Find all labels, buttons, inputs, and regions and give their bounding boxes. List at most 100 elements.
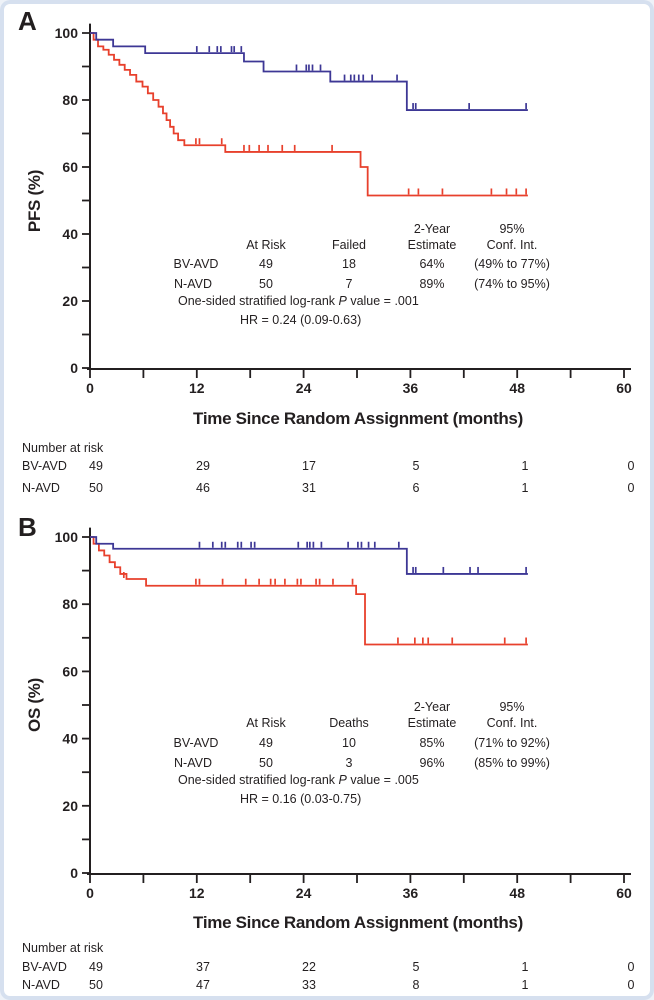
y-tick-label: 20 — [62, 293, 78, 309]
ci-value: (71% to 92%) — [474, 736, 550, 750]
y-tick-label: 0 — [70, 865, 78, 881]
ci-value: (74% to 95%) — [474, 277, 550, 291]
panel-b-number-at-risk: Number at risk BV-AVD 49 37 22 5 1 0 N-AVD 50 47 3… — [22, 941, 635, 992]
log-rank-p-line: One-sided stratified log-rank P value = … — [178, 773, 419, 787]
panel-a: A PFS (%) Time Since Random Assignment (… — [18, 6, 635, 495]
x-tick-label: 12 — [189, 380, 205, 396]
row-label: BV-AVD — [174, 736, 219, 750]
y-tick-label: 40 — [62, 226, 78, 242]
risk-count: 47 — [196, 978, 210, 992]
row-label: N-AVD — [174, 756, 212, 770]
x-tick-label: 36 — [403, 380, 419, 396]
risk-row-label: BV-AVD — [22, 960, 67, 974]
risk-row-label: N-AVD — [22, 481, 60, 495]
x-tick-label: 60 — [616, 885, 632, 901]
stats-row-n-avd: N-AVD 50 7 89% (74% to 95%) — [174, 277, 550, 291]
hazard-ratio-line: HR = 0.24 (0.09-0.63) — [240, 313, 361, 327]
risk-count: 22 — [302, 960, 316, 974]
estimate-value: 85% — [419, 736, 444, 750]
number-at-risk-rows: BV-AVD 49 29 17 5 1 0 N-AVD 50 46 31 6 1 0 — [22, 459, 635, 495]
log-rank-p-line: One-sided stratified log-rank P value = … — [178, 294, 419, 308]
row-label: BV-AVD — [174, 257, 219, 271]
col-header-ci: Conf. Int. — [487, 238, 538, 252]
panel-a-y-axis-title: PFS (%) — [25, 170, 44, 232]
panel-b-stats-table: 2-Year 95% At Risk Deaths Estimate Conf.… — [174, 700, 550, 806]
panel-b: B OS (%) Time Since Random Assignment (m… — [18, 512, 635, 992]
x-tick-label: 60 — [616, 380, 632, 396]
stats-row-n-avd: N-AVD 50 3 96% (85% to 99%) — [174, 756, 550, 770]
x-tick-label: 24 — [296, 380, 312, 396]
risk-count: 0 — [628, 978, 635, 992]
at-risk-value: 49 — [259, 736, 273, 750]
events-value: 7 — [346, 277, 353, 291]
ci-value: (85% to 99%) — [474, 756, 550, 770]
x-tick-label: 0 — [86, 885, 94, 901]
risk-count: 46 — [196, 481, 210, 495]
y-tick-label: 60 — [62, 159, 78, 175]
col-header-estimate: Estimate — [408, 716, 457, 730]
km-curve-n-avd — [90, 536, 528, 575]
y-tick-label: 40 — [62, 731, 78, 747]
risk-count: 0 — [628, 459, 635, 473]
x-tick-label: 48 — [509, 885, 525, 901]
risk-count: 1 — [522, 459, 529, 473]
stats-row-bv-avd: BV-AVD 49 10 85% (71% to 92%) — [174, 736, 550, 750]
x-tick-label: 0 — [86, 380, 94, 396]
hazard-ratio-line: HR = 0.16 (0.03-0.75) — [240, 792, 361, 806]
risk-count: 37 — [196, 960, 210, 974]
panel-b-x-axis-title: Time Since Random Assignment (months) — [193, 913, 523, 932]
risk-count: 0 — [628, 481, 635, 495]
panel-a-stats-table: 2-Year 95% At Risk Failed Estimate Conf.… — [174, 222, 550, 327]
risk-count: 6 — [413, 481, 420, 495]
risk-count: 49 — [89, 459, 103, 473]
panel-a-label: A — [18, 6, 37, 36]
y-tick-label: 0 — [70, 360, 78, 376]
estimate-value: 89% — [419, 277, 444, 291]
risk-count: 17 — [302, 459, 316, 473]
at-risk-value: 50 — [259, 277, 273, 291]
risk-count: 33 — [302, 978, 316, 992]
events-value: 3 — [346, 756, 353, 770]
col-header-events: Failed — [332, 238, 366, 252]
y-tick-label: 100 — [55, 25, 79, 41]
risk-count: 50 — [89, 481, 103, 495]
risk-count: 1 — [522, 960, 529, 974]
at-risk-value: 50 — [259, 756, 273, 770]
col-header-events: Deaths — [329, 716, 369, 730]
number-at-risk-title: Number at risk — [22, 941, 104, 955]
panel-b-y-axis-title: OS (%) — [25, 678, 44, 732]
col-header-ci: Conf. Int. — [487, 716, 538, 730]
risk-row-label: N-AVD — [22, 978, 60, 992]
y-tick-label: 80 — [62, 596, 78, 612]
ci-value: (49% to 77%) — [474, 257, 550, 271]
estimate-value: 96% — [419, 756, 444, 770]
x-tick-label: 24 — [296, 885, 312, 901]
risk-count: 1 — [522, 978, 529, 992]
x-tick-label: 12 — [189, 885, 205, 901]
risk-count: 5 — [413, 960, 420, 974]
x-tick-label: 48 — [509, 380, 525, 396]
risk-count: 29 — [196, 459, 210, 473]
number-at-risk-rows: BV-AVD 49 37 22 5 1 0 N-AVD 50 47 33 8 1 0 — [22, 960, 635, 992]
y-tick-label: 80 — [62, 92, 78, 108]
risk-count: 49 — [89, 960, 103, 974]
panel-a-x-axis-title: Time Since Random Assignment (months) — [193, 409, 523, 428]
panel-a-number-at-risk: Number at risk BV-AVD 49 29 17 5 1 0 N-AVD 50 46 3… — [22, 441, 635, 495]
km-curve-bv-avd — [90, 536, 528, 646]
col-header-at-risk: At Risk — [246, 716, 286, 730]
panel-b-plot-area: 0 20 40 60 80 100 0 12 24 36 48 60 — [55, 527, 632, 901]
x-tick-label: 36 — [403, 885, 419, 901]
col-header-at-risk: At Risk — [246, 238, 286, 252]
events-value: 10 — [342, 736, 356, 750]
km-curve-bv-avd — [90, 32, 528, 197]
risk-count: 31 — [302, 481, 316, 495]
y-tick-label: 20 — [62, 798, 78, 814]
risk-count: 1 — [522, 481, 529, 495]
number-at-risk-title: Number at risk — [22, 441, 104, 455]
risk-row-label: BV-AVD — [22, 459, 67, 473]
panel-b-label: B — [18, 512, 37, 542]
col-header-estimate: Estimate — [408, 238, 457, 252]
col-header-estimate-top: 2-Year — [414, 222, 450, 236]
